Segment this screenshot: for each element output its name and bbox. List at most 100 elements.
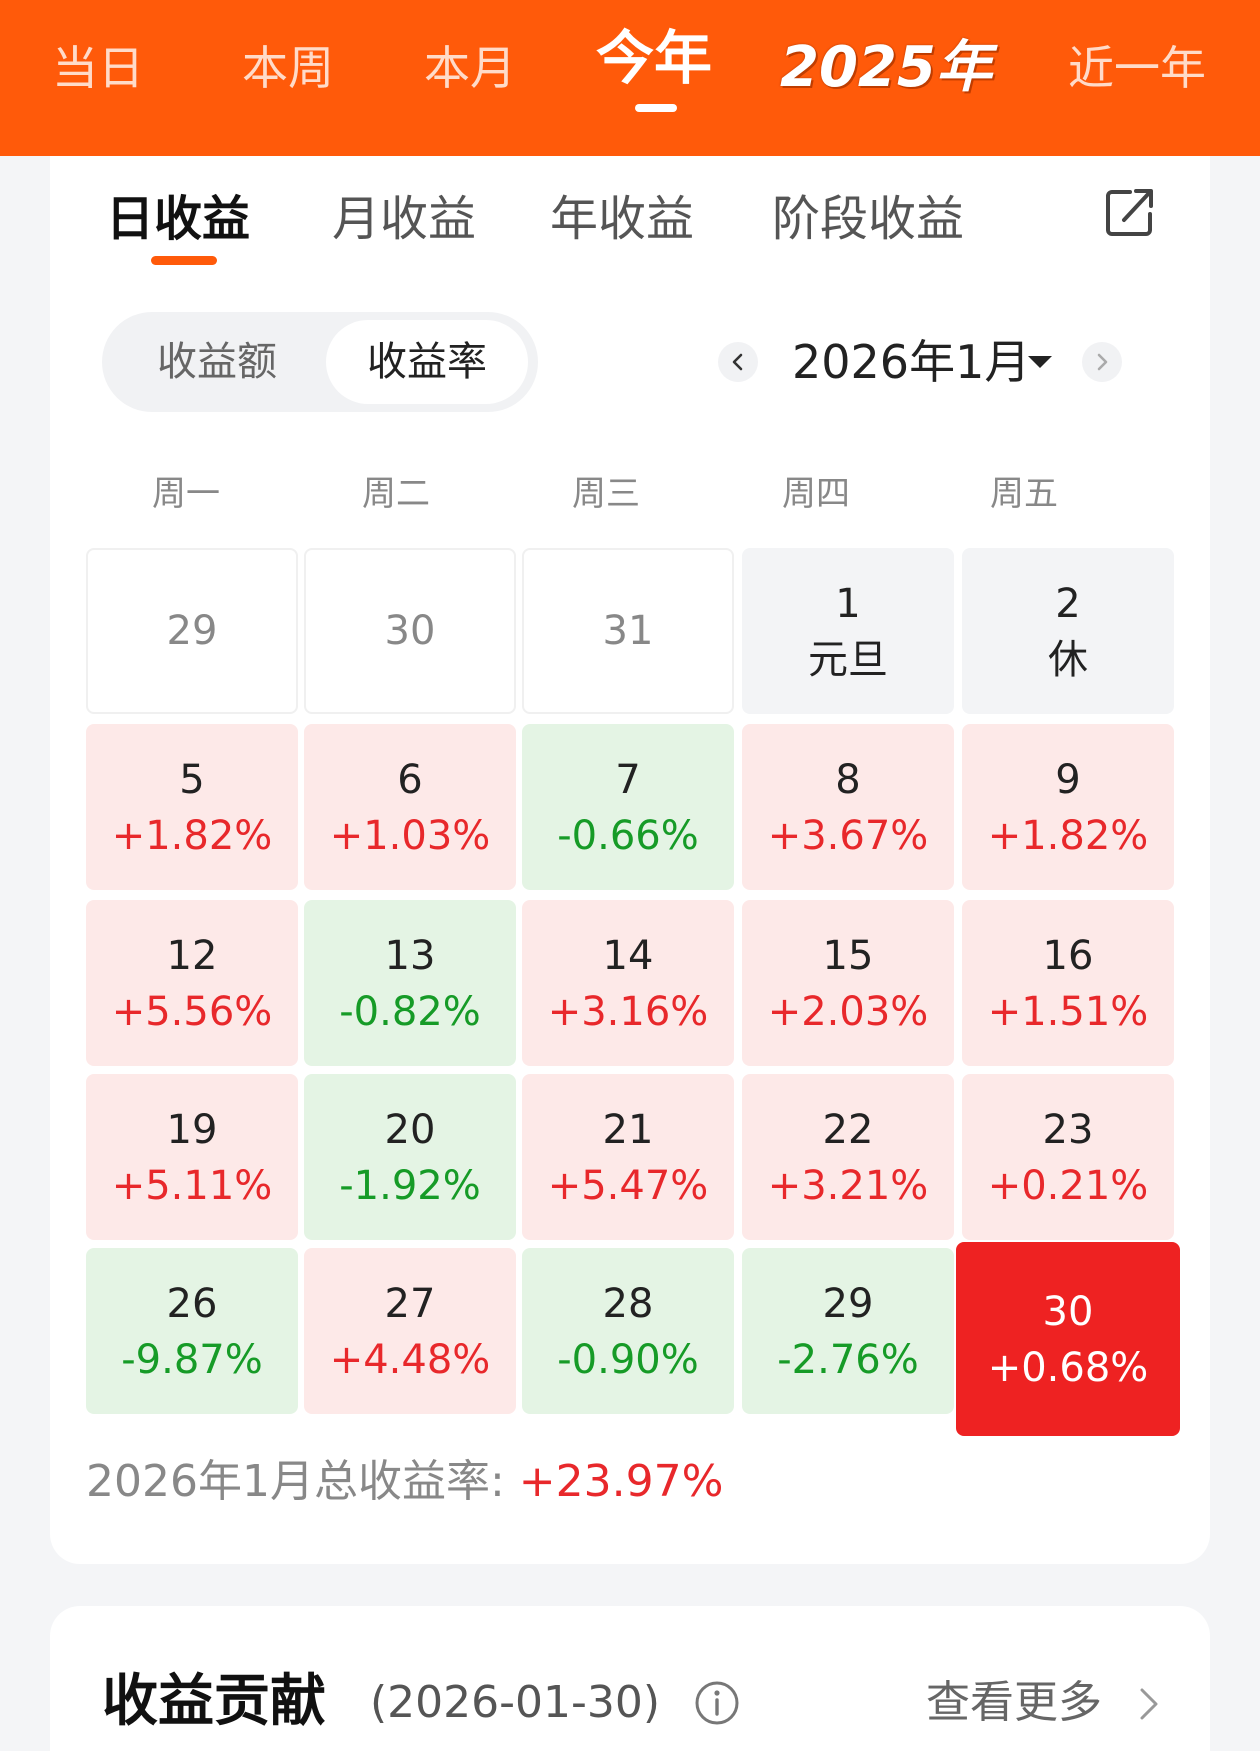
prev-month-button[interactable] [718, 342, 758, 382]
calendar-day-cell[interactable]: 8 +3.67% [742, 724, 954, 890]
calendar-day-cell[interactable]: 29 -2.76% [742, 1248, 954, 1414]
tab-last-year[interactable]: 近一年 [1068, 41, 1206, 95]
day-number: 1 [835, 581, 861, 627]
calendar-day-cell[interactable]: 30 +0.68% [956, 1242, 1180, 1436]
period-tab-bar: 当日 本周 本月 今年 2025年 近一年 [0, 0, 1260, 156]
tab-this-week[interactable]: 本周 [242, 41, 334, 95]
contribution-date: (2026-01-30) [370, 1677, 661, 1728]
daily-return: +5.47% [547, 1163, 709, 1209]
calendar-day-cell[interactable]: 30 [304, 548, 516, 714]
toggle-return-amount[interactable]: 收益额 [157, 339, 277, 385]
calendar-day-cell[interactable]: 5 +1.82% [86, 724, 298, 890]
next-month-button[interactable] [1082, 342, 1122, 382]
day-number: 21 [602, 1107, 654, 1153]
tab-today[interactable]: 当日 [52, 41, 144, 95]
day-number: 5 [179, 757, 205, 803]
subtab-daily-returns[interactable]: 日收益 [106, 191, 251, 247]
caret-down-icon[interactable] [1028, 356, 1052, 368]
calendar-day-cell[interactable]: 29 [86, 548, 298, 714]
calendar-day-cell[interactable]: 28 -0.90% [522, 1248, 734, 1414]
day-number: 20 [384, 1107, 436, 1153]
day-number: 14 [602, 933, 654, 979]
calendar-day-cell[interactable]: 19 +5.11% [86, 1074, 298, 1240]
calendar-day-cell[interactable]: 23 +0.21% [962, 1074, 1174, 1240]
day-number: 30 [1042, 1289, 1094, 1335]
calendar-day-cell[interactable]: 15 +2.03% [742, 900, 954, 1066]
weekday-wed: 周三 [572, 474, 640, 514]
daily-return: -0.66% [557, 813, 699, 859]
daily-return: +1.82% [987, 813, 1149, 859]
total-label: 2026年1月总收益率: [86, 1456, 519, 1507]
daily-return: -1.92% [339, 1163, 481, 1209]
day-number: 27 [384, 1281, 436, 1327]
share-icon[interactable] [1100, 182, 1160, 242]
daily-return: +3.16% [547, 989, 709, 1035]
weekday-fri: 周五 [990, 474, 1058, 514]
calendar-day-cell[interactable]: 16 +1.51% [962, 900, 1174, 1066]
calendar-day-cell[interactable]: 14 +3.16% [522, 900, 734, 1066]
daily-return: +1.82% [111, 813, 273, 859]
daily-return: -0.82% [339, 989, 481, 1035]
day-number: 7 [615, 757, 641, 803]
subtab-monthly-returns[interactable]: 月收益 [332, 191, 477, 247]
weekday-tue: 周二 [362, 474, 430, 514]
holiday-label: 休 [1048, 637, 1088, 683]
daily-return: +5.56% [111, 989, 273, 1035]
weekday-mon: 周一 [152, 474, 220, 514]
holiday-label: 元旦 [808, 637, 888, 683]
toggle-return-rate[interactable]: 收益率 [326, 320, 528, 404]
daily-return: +1.51% [987, 989, 1149, 1035]
month-selector[interactable]: 2026年1月 [792, 335, 1031, 389]
calendar-day-cell[interactable]: 6 +1.03% [304, 724, 516, 890]
daily-return: -9.87% [121, 1337, 263, 1383]
daily-return: -0.90% [557, 1337, 699, 1383]
day-number: 29 [822, 1281, 874, 1327]
calendar-day-cell[interactable]: 7 -0.66% [522, 724, 734, 890]
daily-return: +0.68% [987, 1345, 1149, 1391]
calendar-day-cell[interactable]: 22 +3.21% [742, 1074, 954, 1240]
calendar-day-cell[interactable]: 13 -0.82% [304, 900, 516, 1066]
day-number: 2 [1055, 581, 1081, 627]
daily-return: +4.48% [329, 1337, 491, 1383]
contribution-title: 收益贡献 [102, 1669, 326, 1734]
daily-return: +1.03% [329, 813, 491, 859]
daily-return: +3.21% [767, 1163, 929, 1209]
subtab-yearly-returns[interactable]: 年收益 [550, 191, 695, 247]
calendar-day-cell[interactable]: 9 +1.82% [962, 724, 1174, 890]
subtab-indicator [151, 256, 217, 265]
day-number: 6 [397, 757, 423, 803]
day-number: 16 [1042, 933, 1094, 979]
calendar-day-cell[interactable]: 1 元旦 [742, 548, 954, 714]
day-number: 8 [835, 757, 861, 803]
calendar-day-cell[interactable]: 12 +5.56% [86, 900, 298, 1066]
active-tab-indicator [635, 104, 677, 112]
daily-return: -2.76% [777, 1337, 919, 1383]
view-more-link[interactable]: 查看更多 [926, 1677, 1102, 1728]
chevron-left-icon [732, 353, 743, 371]
calendar-day-cell[interactable]: 27 +4.48% [304, 1248, 516, 1414]
chevron-right-icon [1097, 353, 1108, 371]
chevron-right-icon[interactable] [1136, 1684, 1162, 1724]
calendar-day-cell[interactable]: 21 +5.47% [522, 1074, 734, 1240]
day-number: 23 [1042, 1107, 1094, 1153]
day-number: 12 [166, 933, 218, 979]
calendar-day-cell[interactable]: 20 -1.92% [304, 1074, 516, 1240]
total-value: +23.97% [518, 1456, 724, 1507]
calendar-day-cell[interactable]: 26 -9.87% [86, 1248, 298, 1414]
daily-return: +0.21% [987, 1163, 1149, 1209]
metric-toggle: 收益额 收益率 [102, 312, 538, 412]
day-number: 29 [166, 608, 218, 654]
monthly-total: 2026年1月总收益率: +23.97% [86, 1452, 723, 1512]
day-number: 22 [822, 1107, 874, 1153]
tab-2025[interactable]: 2025年 [780, 35, 992, 100]
contribution-card: 收益贡献 (2026-01-30) 查看更多 [50, 1606, 1210, 1751]
info-icon[interactable] [694, 1680, 740, 1726]
daily-return: +3.67% [767, 813, 929, 859]
day-number: 28 [602, 1281, 654, 1327]
tab-this-month[interactable]: 本月 [424, 41, 516, 95]
tab-this-year[interactable]: 今年 [596, 24, 713, 92]
calendar-day-cell[interactable]: 31 [522, 548, 734, 714]
subtab-period-returns[interactable]: 阶段收益 [772, 191, 965, 247]
day-number: 15 [822, 933, 874, 979]
